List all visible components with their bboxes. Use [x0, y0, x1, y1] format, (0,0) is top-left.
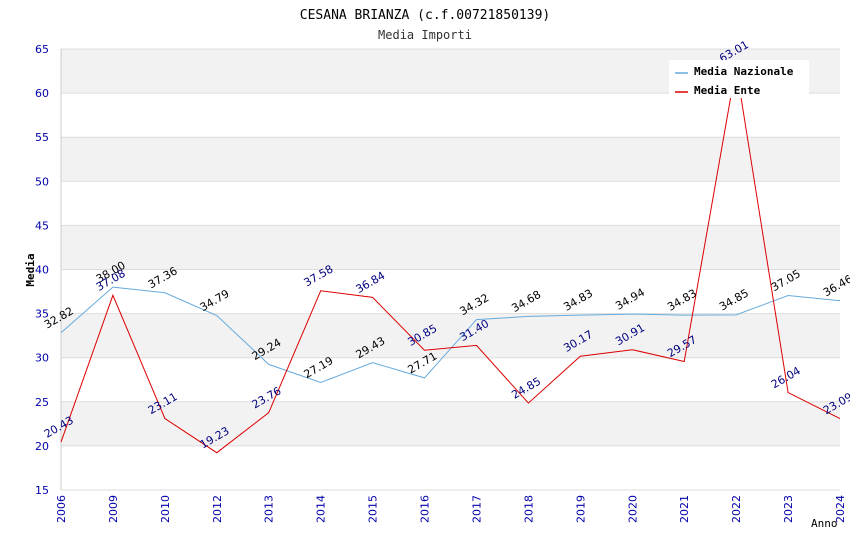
- data-label-nazionale: 34.68: [509, 288, 543, 315]
- x-axis-ticks: 2006 2009 2010 2012 2013 2014 2015 2016 2017 2018…: [55, 495, 847, 523]
- x-tick-label: 2014: [315, 495, 328, 523]
- x-tick-label: 2021: [678, 495, 691, 523]
- legend-box: [669, 60, 809, 98]
- chart-subtitle: Media Importi: [378, 28, 472, 42]
- x-tick-label: 2006: [55, 495, 68, 523]
- y-axis-label: Media: [24, 253, 37, 286]
- data-label-nazionale: 37.05: [769, 267, 803, 294]
- grid-bands: [61, 49, 840, 446]
- grid-band: [61, 137, 840, 182]
- data-label-nazionale: 34.83: [665, 287, 699, 314]
- y-tick-label: 35: [35, 308, 49, 321]
- y-axis-ticks: 15 20 25 30 35 40 45 50 55 60 65: [35, 43, 49, 497]
- x-tick-label: 2012: [211, 495, 224, 523]
- x-tick-label: 2015: [367, 495, 380, 523]
- y-tick-label: 40: [35, 264, 49, 277]
- y-tick-label: 25: [35, 396, 49, 409]
- series-lines: [60, 66, 841, 454]
- x-tick-label: 2019: [574, 495, 587, 523]
- y-tick-label: 55: [35, 131, 49, 144]
- data-label-ente: 24.85: [509, 375, 543, 402]
- grid-band: [61, 313, 840, 358]
- x-tick-label: 2020: [626, 495, 639, 523]
- y-tick-label: 30: [35, 352, 49, 365]
- grid-band: [61, 401, 840, 446]
- x-tick-label: 2010: [159, 495, 172, 523]
- x-tick-label: 2009: [107, 495, 120, 523]
- y-tick-label: 60: [35, 87, 49, 100]
- data-label-nazionale: 36.46: [821, 272, 850, 299]
- chart-title: CESANA BRIANZA (c.f.00721850139): [300, 8, 550, 23]
- y-tick-label: 15: [35, 484, 49, 497]
- series-line-ente: [60, 66, 841, 454]
- data-label-nazionale: 34.79: [198, 287, 232, 314]
- x-tick-label: 2018: [522, 495, 535, 523]
- legend: Media Nazionale Media Ente: [669, 60, 809, 98]
- y-tick-label: 20: [35, 440, 49, 453]
- x-axis-label: Anno: [811, 517, 838, 530]
- x-tick-label: 2022: [730, 495, 743, 523]
- legend-label-ente: Media Ente: [694, 84, 761, 97]
- grid-band: [61, 225, 840, 270]
- y-tick-label: 50: [35, 175, 49, 188]
- data-label-ente: 26.04: [769, 364, 803, 391]
- data-label-nazionale: 34.85: [717, 287, 751, 314]
- x-tick-label: 2024: [834, 495, 847, 523]
- legend-label-nazionale: Media Nazionale: [694, 65, 794, 78]
- x-tick-label: 2013: [263, 495, 276, 523]
- y-tick-label: 45: [35, 219, 49, 232]
- y-tick-label: 65: [35, 43, 49, 56]
- data-label-nazionale: 34.83: [561, 287, 595, 314]
- series-line-nazionale: [60, 286, 841, 384]
- x-tick-label: 2023: [782, 495, 795, 523]
- data-label-ente: 36.84: [354, 269, 388, 296]
- data-label-nazionale: 34.94: [613, 286, 647, 313]
- x-tick-label: 2016: [419, 495, 432, 523]
- x-tick-label: 2017: [470, 495, 483, 523]
